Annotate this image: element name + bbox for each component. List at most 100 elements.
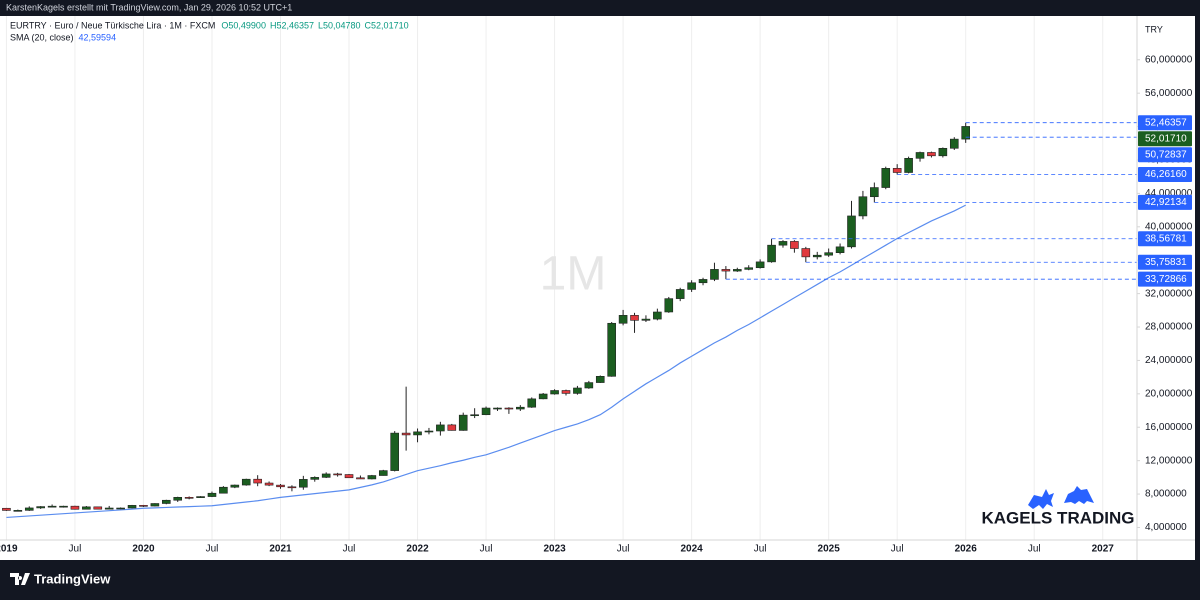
y-tick-label: 24,000000 [1145,355,1193,366]
y-tick-label: 4,000000 [1145,522,1187,533]
sma-legend-value: 42,59594 [79,32,117,42]
x-tick-label: 2024 [680,544,703,555]
candle-body [938,147,948,157]
brand-name: KAGELS TRADING [982,508,1135,527]
price-label: 38,56781 [1145,233,1187,244]
candle-body [744,267,754,270]
x-tick-label: Jul [206,544,219,555]
candle-body [127,505,137,509]
symbol-legend: EURTRY · Euro / Neue Türkische Lira · 1M… [10,20,215,30]
candle-body [538,393,548,400]
candle-body [24,507,34,511]
candle-body [949,138,959,149]
interval-watermark: 1M [540,248,607,301]
x-tick-label: Jul [480,544,493,555]
candle-body [390,432,399,471]
x-tick-label: 2021 [269,544,292,555]
brand-logo: KAGELS TRADING [982,486,1135,527]
candle-body [321,473,331,478]
candle-body [573,387,582,394]
candle-body [470,414,479,417]
candle-body [858,196,868,217]
candle-body [424,430,434,433]
candle-body [721,269,731,272]
candle-body [241,478,251,486]
price-label-box [1138,147,1192,163]
sma-legend-name: SMA (20, close) [10,32,74,42]
candle-body [13,510,23,512]
candle-body [755,261,765,269]
candle-body [162,499,171,504]
y-tick-label: 60,000000 [1145,54,1193,65]
candle-body [230,484,240,488]
candle-body [299,479,308,488]
candle-body [778,241,788,246]
candle-body [47,505,57,508]
candle-body [344,474,354,479]
candle-body [527,398,537,408]
candle-body [401,432,411,436]
candle-body [447,424,457,431]
header-credit: KarstenKagels erstellt mit TradingView.c… [6,2,292,12]
candle-body [915,152,925,159]
x-tick-label: Jul [754,544,767,555]
candle-body [493,407,502,410]
candle-body [767,244,776,263]
candle-body [824,252,833,256]
candle-body [116,507,125,510]
currency-label: TRY [1145,24,1163,34]
price-label-box [1138,131,1192,147]
footer-brand: TradingView [34,571,111,586]
y-tick-label: 20,000000 [1145,388,1193,399]
candle-body [801,248,811,258]
candle-body [641,318,651,321]
candle-body [367,475,377,480]
price-label: 46,26160 [1145,169,1187,180]
candle-body [584,382,594,389]
candle-body [287,486,297,489]
candle-body [173,497,183,501]
candle-body [310,477,320,480]
candle-body [207,492,217,497]
candle-body [82,506,91,510]
candle-body [276,484,285,488]
candle-body [847,215,856,248]
candle-body [653,311,662,320]
candle-body [927,152,936,157]
candle-body [458,414,468,431]
x-tick-label: 2023 [543,544,566,555]
candle-body [630,315,639,321]
candle-body [504,407,514,410]
price-label: 52,01710 [1145,133,1187,144]
x-tick-label: 2022 [406,544,429,555]
footer: TradingView [10,571,111,586]
y-tick-label: 28,000000 [1145,322,1193,333]
candle-body [93,506,103,510]
candle-body [790,241,799,249]
candle-body [36,506,45,509]
candle-body [961,126,970,140]
bull-icon [1028,489,1054,509]
candle-body [70,505,80,510]
candle-body [196,496,205,498]
candle-body [904,158,913,173]
price-label-box [1138,271,1192,287]
ohlc-value: H52,46357 [270,20,314,30]
candle-body [219,486,228,494]
candle-body [607,322,616,377]
candle-body [812,254,822,258]
candle-body [881,168,891,188]
x-tick-label: 2027 [1092,544,1115,555]
candle-body [139,505,148,507]
y-tick-label: 8,000000 [1145,489,1187,500]
candle-body [675,289,685,299]
price-label-box [1138,115,1192,131]
x-tick-label: 2020 [132,544,155,555]
x-tick-label: Jul [343,544,356,555]
candle-body [356,477,365,480]
candle-body [733,269,742,272]
x-tick-label: 2019 [0,544,18,555]
candle-body [264,482,274,486]
bear-icon [1064,486,1094,504]
